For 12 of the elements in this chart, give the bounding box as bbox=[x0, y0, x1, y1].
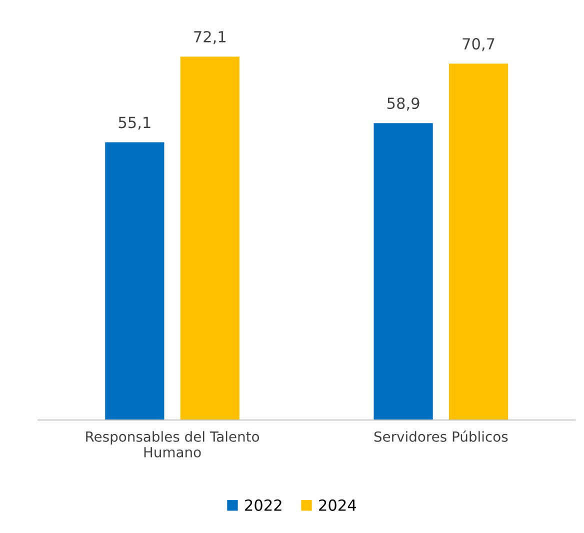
bar bbox=[105, 142, 164, 420]
x-tick-label: Responsables del Talento Humano bbox=[86, 431, 260, 458]
legend-label: 2022 bbox=[245, 499, 282, 511]
data-label: 55,1 bbox=[118, 116, 150, 130]
bar bbox=[448, 64, 508, 420]
x-tick-label: Servidores Públicos bbox=[374, 430, 508, 442]
bar bbox=[180, 56, 240, 420]
legend-label: 2024 bbox=[319, 499, 356, 511]
data-label: 58,9 bbox=[387, 98, 420, 111]
data-label: 72,1 bbox=[194, 30, 226, 44]
data-label: 70,7 bbox=[462, 38, 494, 52]
bar bbox=[374, 123, 433, 420]
